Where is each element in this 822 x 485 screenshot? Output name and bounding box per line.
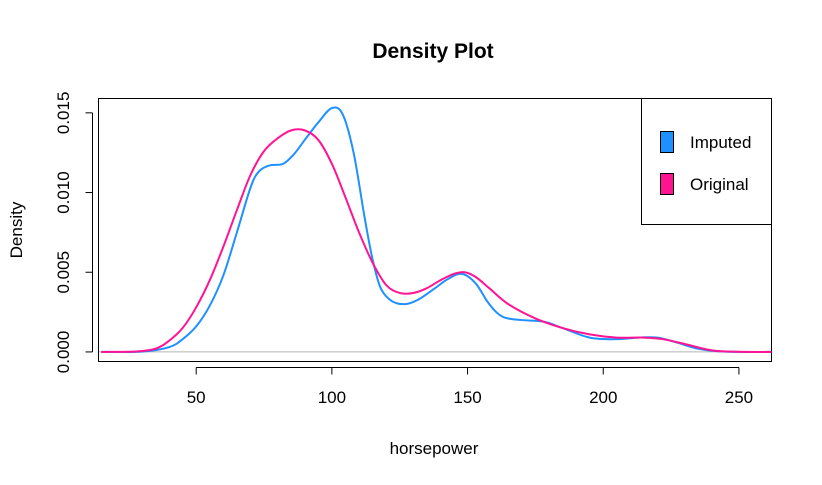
chart-title: Density Plot	[372, 40, 493, 63]
legend-swatch-imputed	[660, 131, 674, 153]
legend-label-original: Original	[690, 175, 749, 194]
y-tick-label: 0.000	[54, 331, 73, 374]
series-line-original	[101, 128, 772, 353]
series-layer	[101, 106, 772, 354]
x-axis-label: horsepower	[390, 439, 479, 458]
x-tick-label: 200	[589, 388, 617, 407]
x-axis: 50 100 150 200 250	[187, 367, 753, 407]
series-line-imputed	[101, 106, 772, 354]
y-axis-label: Density	[7, 201, 26, 258]
x-tick-label: 250	[725, 388, 753, 407]
y-tick-label: 0.005	[54, 251, 73, 294]
legend-label-imputed: Imputed	[690, 133, 751, 152]
legend-swatch-original	[660, 173, 674, 195]
y-tick-label: 0.010	[54, 171, 73, 214]
legend-box	[641, 98, 772, 225]
x-tick-label: 100	[318, 388, 346, 407]
x-tick-label: 150	[453, 388, 481, 407]
y-axis: 0.000 0.005 0.010 0.015	[54, 92, 93, 374]
x-tick-label: 50	[187, 388, 206, 407]
plot-frame	[98, 98, 772, 362]
legend: Imputed Original	[641, 98, 772, 225]
y-tick-label: 0.015	[54, 92, 73, 135]
